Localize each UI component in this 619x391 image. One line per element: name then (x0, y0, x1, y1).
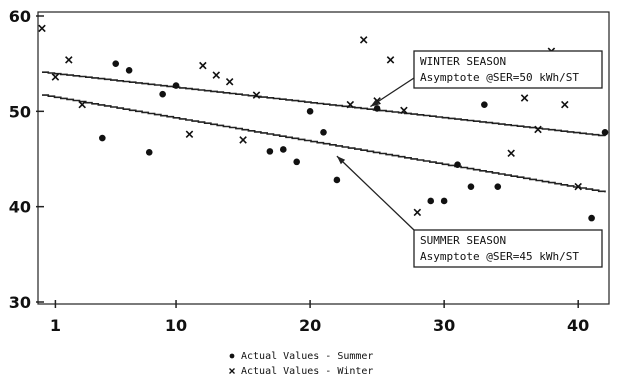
winter-point-stroke (78, 100, 86, 109)
summer-point (320, 129, 327, 136)
winter-annotation: WINTER SEASON Asymptote @SER=50 kWh/ST (370, 50, 603, 108)
winter-point-stroke (400, 106, 408, 115)
legend-dot-icon (229, 353, 235, 359)
winter-point (225, 78, 234, 86)
summer-point (306, 108, 314, 115)
summer-point (373, 105, 381, 112)
winter-point (65, 56, 73, 64)
winter-point-stroke (239, 136, 247, 144)
winter-point (346, 100, 355, 109)
winter-point-stroke (520, 94, 529, 102)
annotation-arrow (336, 155, 415, 231)
summer-point (293, 158, 300, 166)
y-tick-label: 40 (9, 198, 31, 217)
winter-point (212, 71, 221, 79)
x-axis-ticks: 1 10 20 30 40 (50, 300, 589, 335)
summer-point (427, 197, 435, 205)
winter-point-stroke (346, 100, 355, 109)
winter-point (520, 94, 529, 102)
summer-point (159, 90, 166, 98)
x-tick-label: 10 (165, 316, 187, 335)
summer-point (601, 129, 609, 136)
y-tick-label: 30 (9, 293, 31, 312)
fit-line (42, 94, 606, 193)
winter-point-stroke (386, 56, 395, 64)
winter-point (400, 106, 408, 115)
annotation-box (413, 229, 603, 268)
legend-x-stroke (229, 368, 235, 374)
legend-label: Actual Values - Summer (241, 351, 373, 362)
winter-point-stroke (507, 149, 515, 158)
winter-point (413, 208, 422, 217)
winter-point-stroke (38, 24, 46, 33)
summer-point (467, 183, 475, 190)
y-tick-label: 50 (9, 102, 31, 121)
summer-point (454, 161, 461, 169)
winter-point (359, 36, 368, 44)
x-tick-label: 30 (433, 316, 455, 335)
winter-point (386, 56, 395, 64)
annotation-title: SUMMER SEASON (420, 234, 506, 247)
summer-point (279, 146, 287, 153)
summer-point (440, 197, 448, 205)
winter-point (561, 100, 569, 109)
annotation-text: Asymptote @SER=45 kWh/ST (420, 250, 579, 263)
winter-point-stroke (561, 100, 569, 109)
summer-point (494, 183, 502, 190)
summer-point (481, 101, 488, 108)
y-axis-ticks: 30 40 50 60 (9, 7, 44, 312)
x-tick-label: 1 (50, 316, 61, 335)
summer-point (172, 82, 180, 89)
winter-point (38, 24, 46, 33)
winter-point (507, 149, 515, 158)
annotation-arrowhead (336, 156, 346, 165)
plot-frame (37, 11, 610, 305)
summer-point (112, 60, 120, 67)
winter-point (574, 182, 582, 191)
summer-point (266, 148, 274, 155)
fitted-lines (42, 71, 606, 193)
annotation-arrowhead (370, 99, 380, 107)
legend-label: Actual Values - Winter (241, 366, 373, 377)
legend: Actual Values - Summer Actual Values - Wi… (229, 351, 373, 377)
annotation-box (413, 50, 603, 89)
winter-point (199, 61, 207, 70)
winter-point (78, 100, 86, 109)
annotation-text: Asymptote @SER=50 kWh/ST (420, 71, 579, 84)
winter-point-stroke (252, 91, 261, 99)
x-tick-label: 20 (299, 316, 321, 335)
winter-point-stroke (51, 73, 60, 81)
summer-point (588, 214, 595, 222)
winter-point-stroke (65, 56, 73, 64)
x-tick-label: 40 (567, 316, 589, 335)
winter-point (239, 136, 247, 144)
annotation-title: WINTER SEASON (420, 55, 506, 68)
winter-point (51, 73, 60, 81)
annotations: WINTER SEASON Asymptote @SER=50 kWh/ST SUM… (336, 50, 603, 268)
data-points (38, 24, 609, 222)
winter-point-stroke (413, 208, 422, 217)
winter-point-stroke (534, 125, 542, 134)
summer-point (145, 149, 153, 156)
winter-point (185, 130, 194, 138)
summer-point (333, 176, 341, 184)
summer-annotation: SUMMER SEASON Asymptote @SER=45 kWh/ST (336, 155, 603, 268)
summer-point (99, 134, 106, 142)
winter-point-stroke (359, 36, 368, 44)
y-tick-label: 60 (9, 7, 31, 26)
winter-point-stroke (225, 78, 234, 86)
summer-point (125, 67, 133, 74)
legend-x-icon (229, 368, 235, 374)
winter-point (534, 125, 542, 134)
winter-point (252, 91, 261, 99)
annotation-arrow (370, 77, 415, 108)
winter-point-stroke (185, 130, 194, 138)
fit-line (42, 71, 606, 137)
winter-point-stroke (574, 182, 582, 191)
winter-point-stroke (199, 61, 207, 70)
winter-point-stroke (212, 71, 221, 79)
